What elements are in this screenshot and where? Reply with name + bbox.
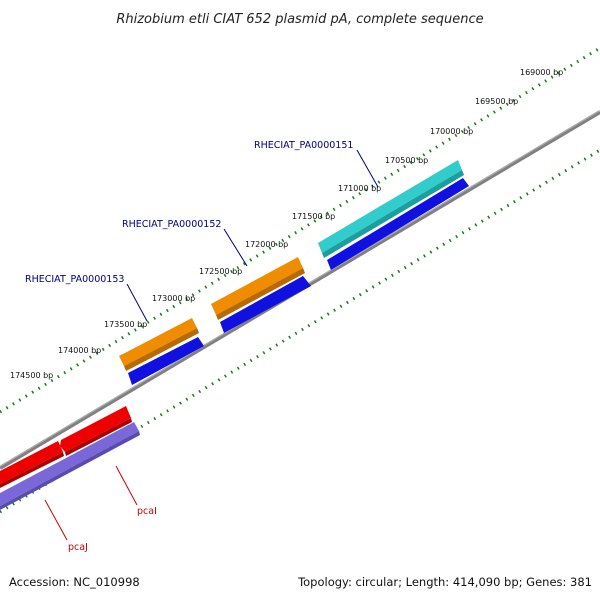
leader-lines xyxy=(44,149,379,541)
tick-label: 171500 bp xyxy=(292,212,335,221)
gene-label-rheciat-pa0000152[interactable]: RHECIAT_PA0000152 xyxy=(122,219,221,230)
tick-label: 171000 bp xyxy=(338,184,381,193)
gene-rheciat-pa0000153-shade xyxy=(124,328,199,371)
accession-text: Accession: NC_010998 xyxy=(9,575,140,589)
cds-rheciat-pa0000153[interactable] xyxy=(128,337,204,385)
map-title: Rhizobium etli CIAT 652 plasmid pA, comp… xyxy=(116,12,483,27)
cds-rheciat-pa0000152[interactable] xyxy=(220,276,311,333)
gene-rheciat-pa0000152-shade xyxy=(216,268,305,320)
tick-label: 170000 bp xyxy=(430,127,473,136)
gene-rheciat-pa0000151[interactable] xyxy=(318,160,462,253)
leader-line xyxy=(126,283,148,322)
cds-rheciat-pa0000151[interactable] xyxy=(327,178,469,270)
gene-rheciat-pa0000152[interactable] xyxy=(211,257,303,315)
tick-label: 174000 bp xyxy=(58,346,101,355)
gene-pcaj-shade xyxy=(0,452,64,488)
gene-features xyxy=(0,160,469,510)
leader-line xyxy=(356,149,379,188)
tick-label: 170500 bp xyxy=(385,156,428,165)
gene-label-rheciat-pa0000153[interactable]: RHECIAT_PA0000153 xyxy=(25,274,124,285)
gene-labels: RHECIAT_PA0000151 RHECIAT_PA0000152 RHEC… xyxy=(25,140,353,553)
tick-label: 173000 bp xyxy=(152,294,195,303)
tick-label: 172500 bp xyxy=(199,267,242,276)
tick-label: 174500 bp xyxy=(10,371,53,380)
gene-pcai[interactable] xyxy=(60,406,131,452)
leader-line xyxy=(44,499,68,541)
gene-rheciat-pa0000151-shade xyxy=(322,170,464,258)
tick-labels: 169000 bp 169500 bp 170000 bp 170500 bp … xyxy=(10,68,563,380)
leader-line xyxy=(223,228,248,267)
gene-pcaj[interactable] xyxy=(0,441,63,484)
tick-label: 169000 bp xyxy=(520,68,563,77)
tick-label: 173500 bp xyxy=(104,320,147,329)
cds-pca-operon-shade xyxy=(0,431,140,510)
gene-pcai-shade xyxy=(65,418,132,456)
gene-rheciat-pa0000153[interactable] xyxy=(119,318,197,366)
sequence-summary-text: Topology: circular; Length: 414,090 bp; … xyxy=(297,575,592,589)
gene-label-pcai[interactable]: pcaI xyxy=(137,506,157,517)
tick-label: 169500 bp xyxy=(475,97,518,106)
tick-label: 172000 bp xyxy=(245,240,288,249)
cds-pca-operon[interactable] xyxy=(0,422,139,506)
gene-label-pcaj[interactable]: pcaJ xyxy=(68,542,88,553)
leader-line xyxy=(115,465,138,506)
gene-label-rheciat-pa0000151[interactable]: RHECIAT_PA0000151 xyxy=(254,140,353,151)
